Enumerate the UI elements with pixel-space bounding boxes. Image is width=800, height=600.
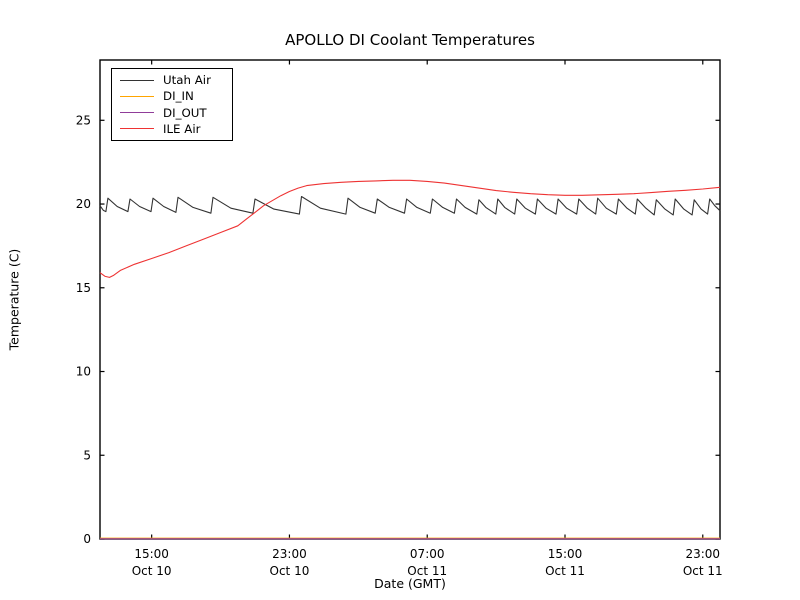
x-axis-label: Date (GMT) [374, 576, 446, 591]
legend: Utah Air DI_IN DI_OUT ILE Air [111, 68, 233, 141]
legend-label-di-out: DI_OUT [163, 105, 207, 120]
y-tick-label: 20 [76, 197, 91, 211]
series-utah-air [99, 195, 721, 216]
x-tick-date: Oct 11 [683, 564, 723, 578]
y-tick-label: 25 [76, 113, 91, 127]
x-tick-time: 23:00 [685, 547, 720, 561]
y-tick-label: 0 [83, 532, 91, 546]
legend-label-di-in: DI_IN [163, 89, 194, 104]
y-axis-label: Temperature (C) [6, 248, 22, 351]
legend-item-ile-air: ILE Air [112, 121, 232, 137]
legend-label-ile-air: ILE Air [163, 121, 201, 136]
x-tick-date: Oct 10 [132, 564, 172, 578]
x-tick-date: Oct 11 [545, 564, 585, 578]
x-tick-date: Oct 10 [270, 564, 310, 578]
x-tick-time: 15:00 [548, 547, 583, 561]
legend-item-di-in: DI_IN [112, 88, 232, 104]
legend-item-di-out: DI_OUT [112, 105, 232, 121]
legend-label-utah-air: Utah Air [163, 73, 211, 88]
y-tick-label: 5 [83, 448, 91, 462]
x-tick-date: Oct 11 [407, 564, 447, 578]
legend-item-utah-air: Utah Air [112, 72, 232, 88]
x-tick-time: 23:00 [272, 547, 307, 561]
x-tick-time: 07:00 [410, 547, 445, 561]
series-ile-air [99, 179, 721, 278]
legend-line-ile-air [120, 128, 154, 130]
chart-title: APOLLO DI Coolant Temperatures [285, 31, 535, 49]
y-tick-label: 10 [76, 365, 91, 379]
legend-line-di-in [120, 95, 154, 97]
y-tick-label: 15 [76, 281, 91, 295]
legend-line-di-out [120, 112, 154, 114]
legend-line-utah-air [120, 79, 154, 81]
x-tick-time: 15:00 [134, 547, 169, 561]
